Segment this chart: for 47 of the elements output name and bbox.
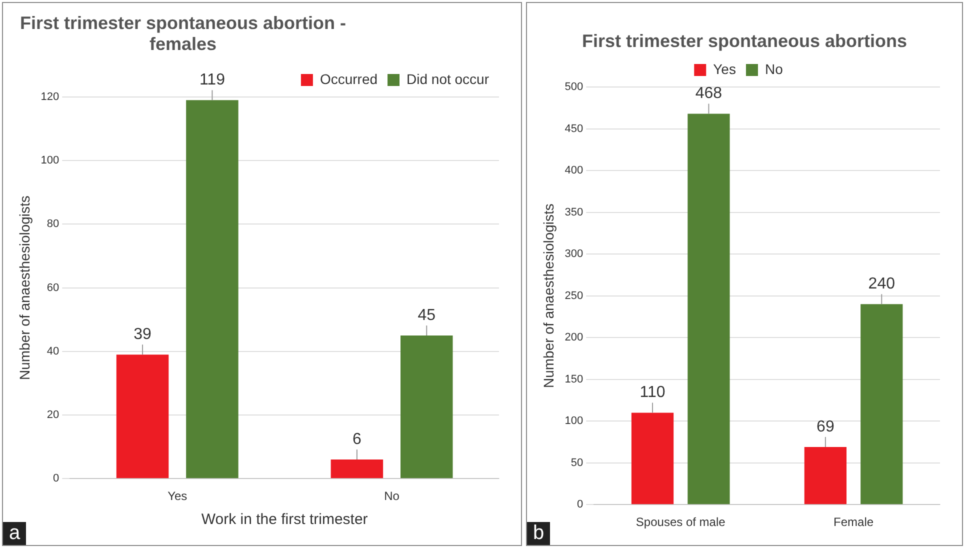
- y-tick-label: 200: [564, 332, 584, 344]
- y-tick-label: 120: [40, 91, 60, 104]
- bar: [400, 336, 453, 478]
- x-axis-title: Work in the first trimester: [201, 511, 368, 528]
- y-tick-label: 20: [46, 409, 60, 422]
- y-tick-label: 60: [46, 282, 60, 294]
- y-tick-label: 500: [564, 81, 584, 94]
- legend-label: No: [764, 60, 784, 77]
- legend-label: Occurred: [320, 70, 378, 87]
- data-label: 110: [640, 384, 666, 402]
- y-tick-label: 400: [564, 164, 584, 177]
- data-label: 6: [352, 430, 362, 448]
- y-tick-label: 0: [577, 498, 584, 511]
- chart-title: First trimester spontaneous abortions: [580, 31, 908, 52]
- data-label: 119: [199, 72, 226, 89]
- x-tick-label: Female: [834, 515, 874, 530]
- bar: [688, 114, 730, 504]
- y-tick-label: 100: [40, 154, 60, 167]
- bar: [330, 460, 384, 478]
- y-tick-label: 100: [564, 415, 584, 428]
- y-axis-title: Number of anaesthesiologists: [540, 204, 556, 388]
- y-tick-label: 250: [564, 290, 584, 302]
- x-tick-label: Spouses of male: [636, 515, 726, 530]
- y-tick-label: 450: [564, 122, 584, 135]
- bar: [186, 100, 238, 478]
- bar: [860, 304, 903, 504]
- y-tick-label: 40: [46, 345, 60, 358]
- bar: [631, 412, 674, 504]
- y-tick-label: 350: [564, 206, 584, 218]
- y-axis-title: Number of anaesthesiologists: [16, 196, 32, 380]
- y-tick-label: 80: [46, 218, 60, 230]
- text: a: [3, 522, 26, 545]
- text: b: [527, 522, 550, 545]
- data-label: 45: [418, 306, 436, 324]
- data-label: 69: [816, 418, 834, 436]
- legend-label: Yes: [713, 60, 736, 77]
- bar: [804, 446, 847, 504]
- bar: [116, 354, 169, 478]
- legend-label: Did not occur: [406, 70, 490, 87]
- data-label: 39: [134, 326, 152, 343]
- y-tick-label: 0: [53, 472, 60, 485]
- data-label: 468: [695, 85, 722, 102]
- y-tick-label: 50: [570, 456, 584, 469]
- y-tick-label: 150: [564, 373, 584, 386]
- data-label: 240: [868, 276, 896, 293]
- y-tick-label: 300: [564, 248, 584, 260]
- chart-title: First trimester spontaneous abortion - females: [18, 13, 348, 55]
